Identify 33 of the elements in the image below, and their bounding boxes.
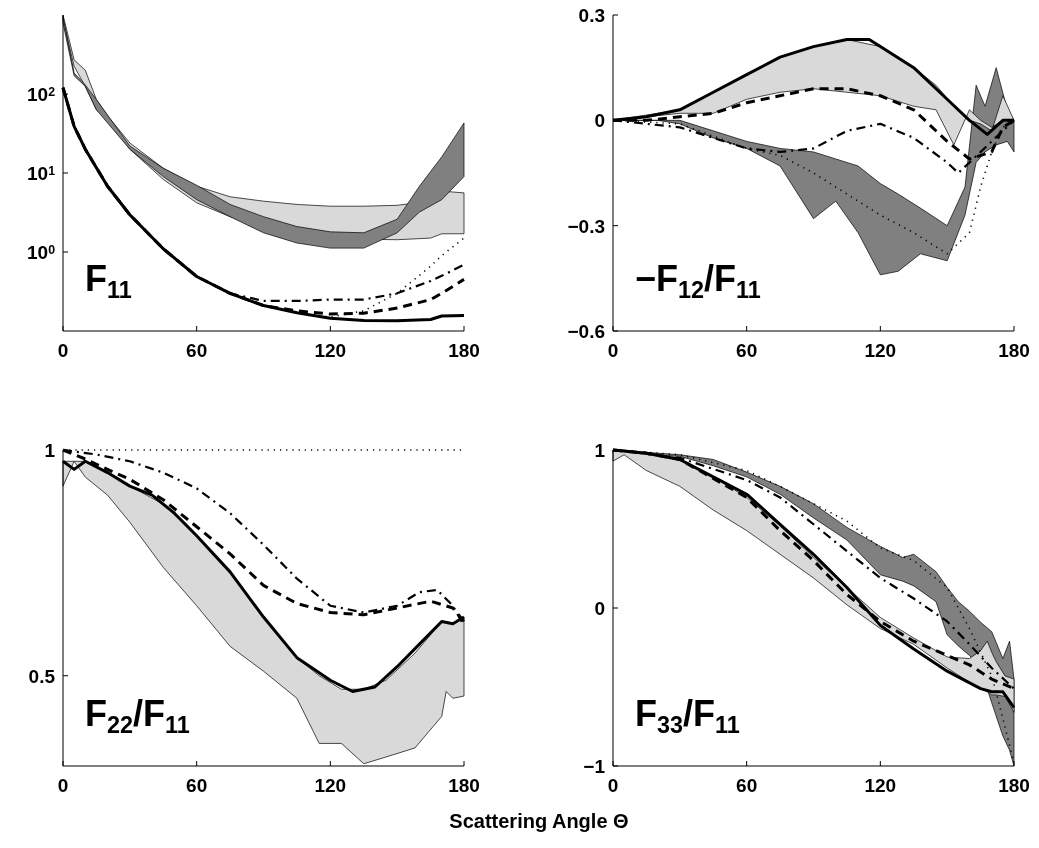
- annotation: F$_{22}$/F$_{11}$: [85, 693, 190, 738]
- y-tick-label: 0.3: [578, 5, 605, 26]
- x-tick-label: 60: [736, 340, 758, 361]
- x-tick-label: 60: [736, 775, 758, 796]
- y-tick-label: 0.5: [28, 665, 56, 687]
- annotation: F$_{11}$: [85, 258, 132, 303]
- y-tick-label: 10$^{1}$: [26, 163, 56, 184]
- x-tick-label: 120: [864, 775, 897, 796]
- annotation: −F$_{12}$/F$_{11}$: [635, 258, 761, 303]
- y-tick-label: 1: [44, 440, 56, 461]
- x-tick-label: 60: [186, 340, 208, 361]
- x-tick-label: 0: [57, 340, 69, 361]
- x-tick-label: 120: [314, 775, 347, 796]
- x-tick-label: 180: [998, 775, 1030, 796]
- x-axis-title: Scattering Angle Θ: [449, 810, 629, 832]
- y-tick-label: −0.3: [567, 215, 605, 237]
- x-tick-label: 60: [186, 775, 208, 796]
- x-tick-label: 0: [607, 340, 619, 361]
- x-tick-label: 0: [57, 775, 69, 796]
- annotation: F$_{33}$/F$_{11}$: [635, 693, 740, 738]
- y-tick-label: 1: [594, 440, 606, 461]
- y-tick-label: 0: [594, 110, 605, 132]
- x-tick-label: 120: [864, 340, 897, 361]
- y-tick-label: 0: [594, 598, 605, 619]
- y-tick-label: −1: [583, 756, 606, 777]
- x-tick-label: 180: [448, 775, 480, 796]
- x-tick-label: 180: [448, 340, 480, 361]
- y-tick-label: 10$^{0}$: [26, 242, 56, 263]
- x-tick-label: 180: [998, 340, 1030, 361]
- x-tick-label: 120: [314, 340, 347, 361]
- y-tick-label: 10$^{2}$: [26, 84, 56, 105]
- x-tick-label: 0: [607, 775, 619, 796]
- y-tick-label: −0.6: [567, 321, 605, 342]
